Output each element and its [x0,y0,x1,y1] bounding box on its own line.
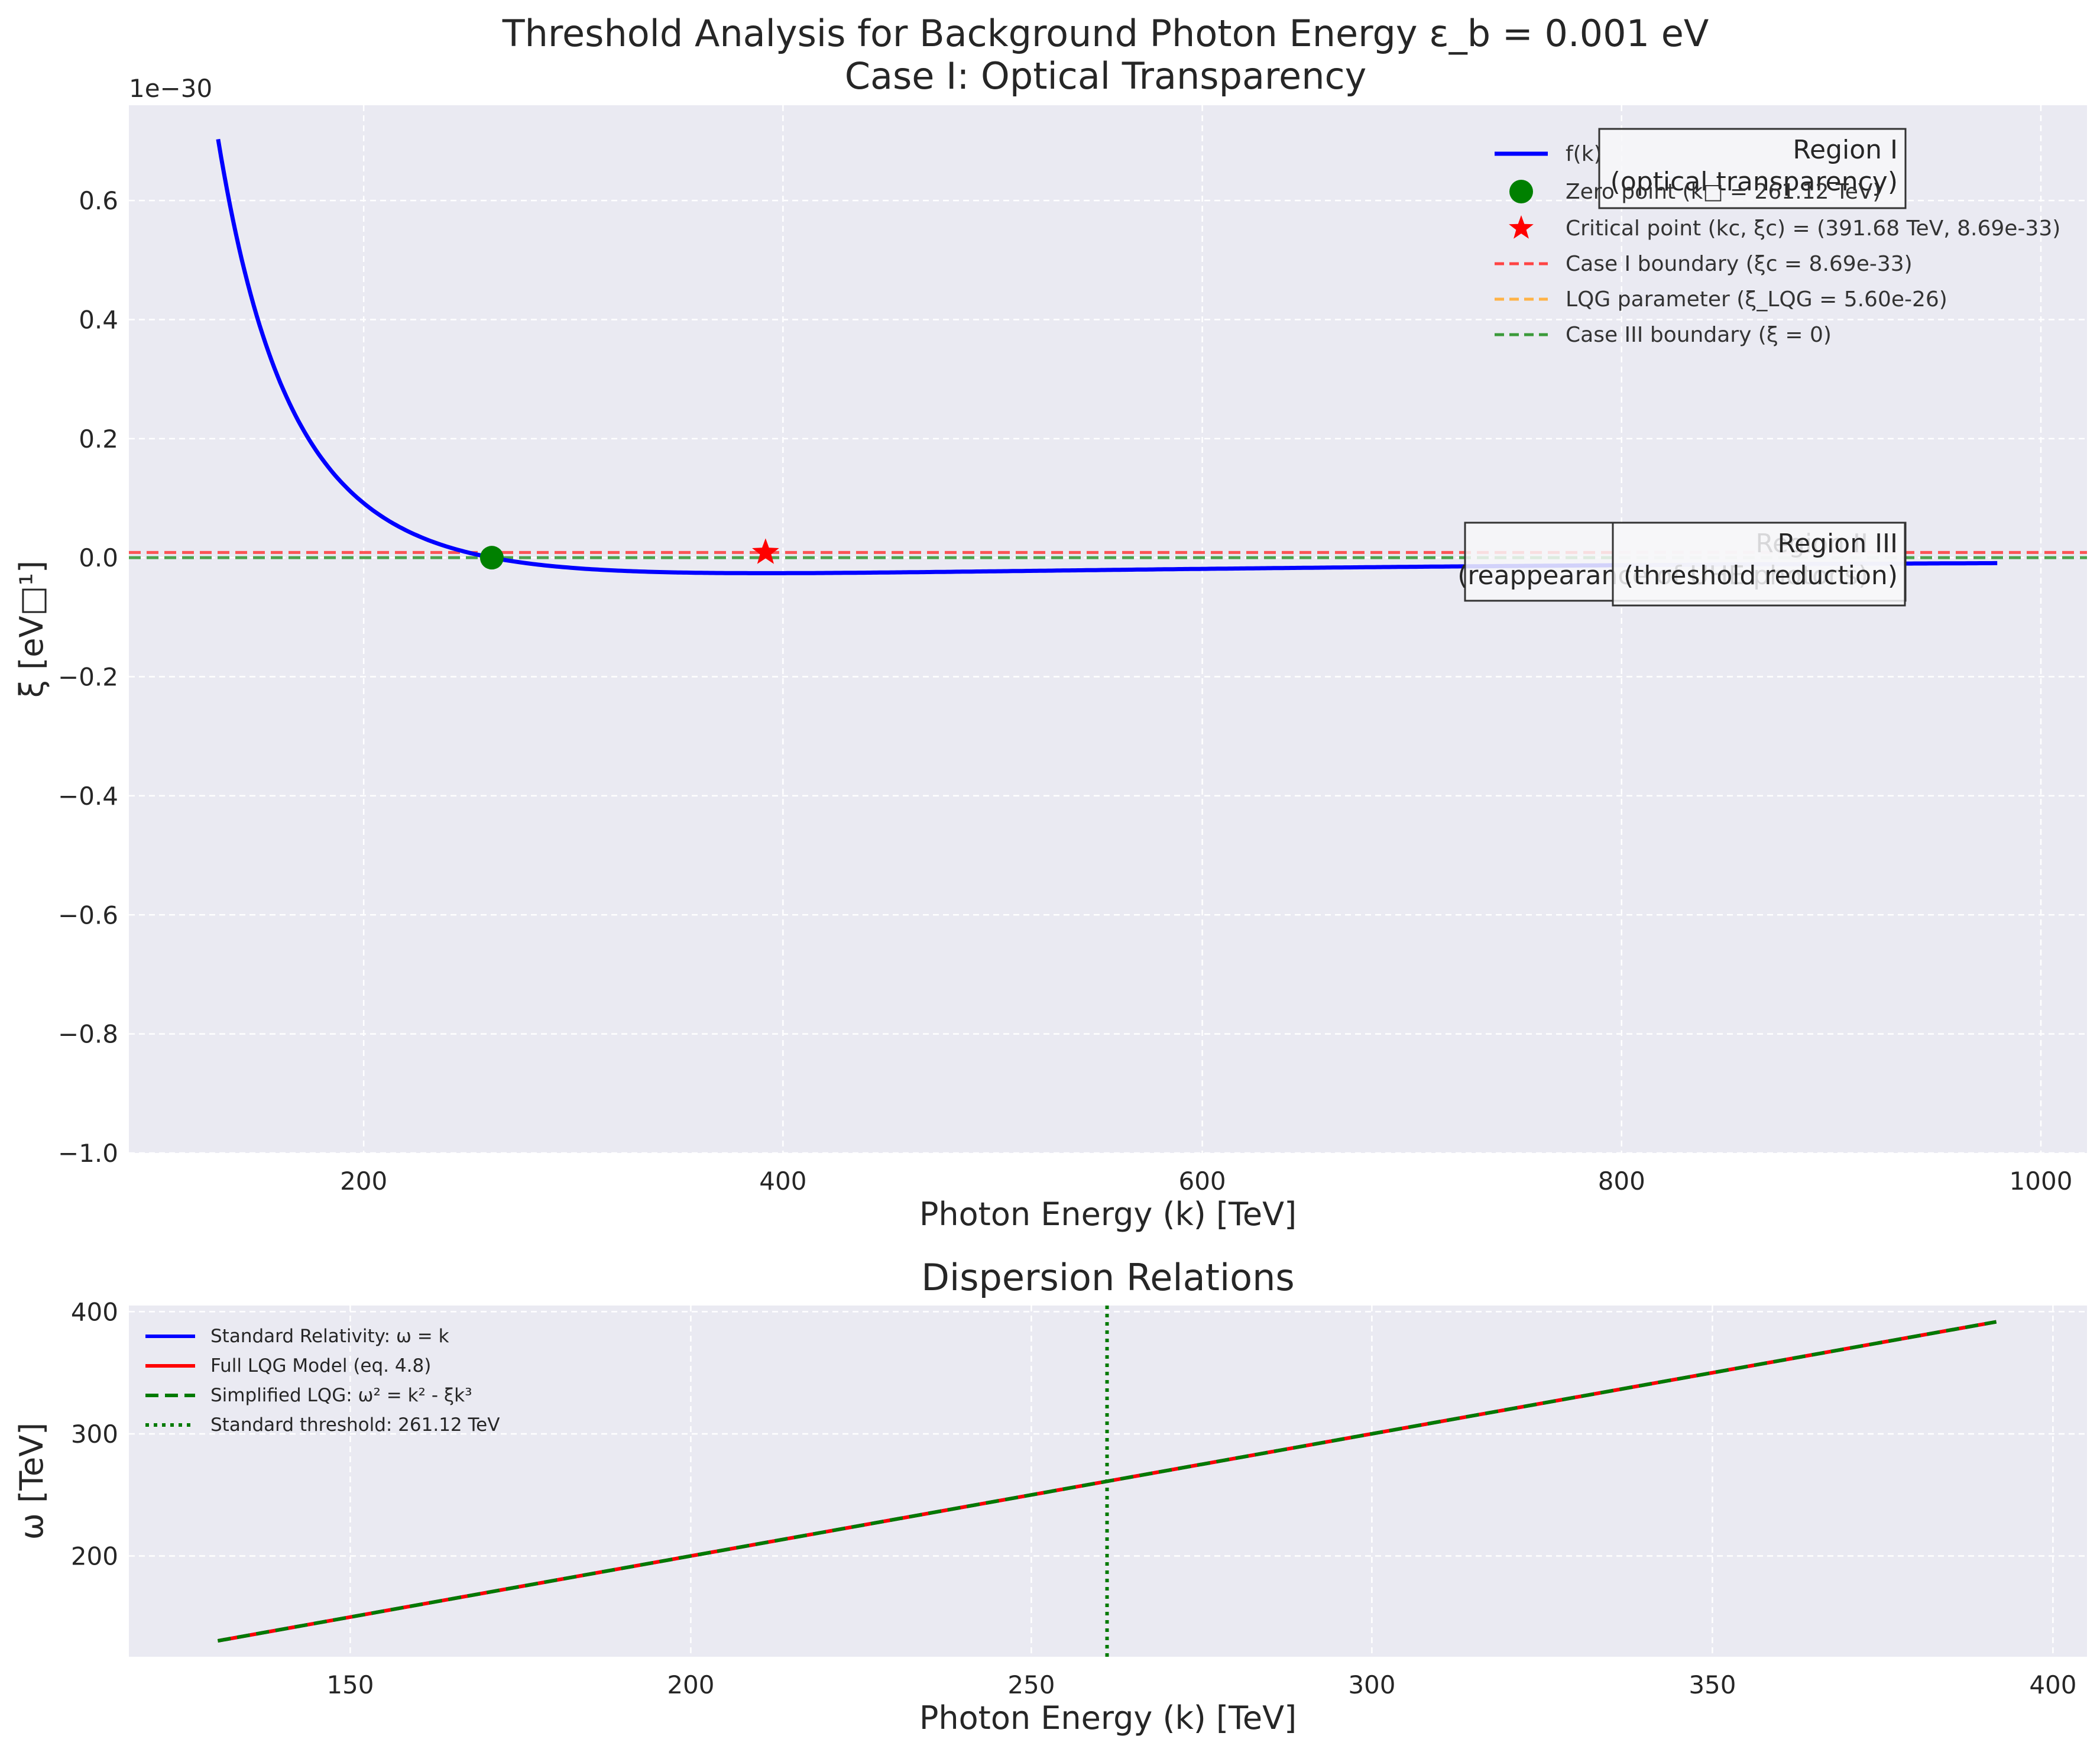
main-y-ticks: −1.0 −0.8 −0.6 −0.4 −0.2 0.0 0.2 0.4 0.6 [58,186,118,1168]
region-annotations: Region II(reappearance of UHE photons)Re… [1457,128,1907,607]
x-tick-label: 300 [1348,1670,1395,1699]
y-tick-label: −0.4 [58,782,118,811]
dispersion-x-ticks: 150 200 250 300 350 400 [326,1670,2076,1699]
main-chart: Threshold Analysis for Background Photon… [13,12,2087,1233]
x-tick-label: 200 [340,1167,387,1196]
dispersion-series [217,1306,1997,1657]
x-tick-label: 1000 [2010,1167,2073,1196]
y-tick-label: 400 [71,1297,118,1326]
legend-label: Case III boundary (ξ = 0) [1566,323,1832,347]
legend-swatch [1509,180,1533,203]
x-tick-label: 350 [1689,1670,1736,1699]
region-annotation-text: Region III [1777,529,1898,559]
legend-label: Full LQG Model (eq. 4.8) [210,1355,431,1376]
y-tick-label: 0.0 [79,543,118,572]
main-chart-title: Threshold Analysis for Background Photon… [502,12,1709,55]
y-tick-label: 0.2 [79,425,118,454]
x-tick-label: 250 [1007,1670,1055,1699]
x-tick-label: 400 [2029,1670,2076,1699]
zero-point-marker [479,546,504,570]
region-annotation-box [1598,128,1907,209]
dispersion-y-ticks: 200 300 400 [71,1297,118,1570]
legend-swatch [1509,215,1534,239]
y-tick-label: 200 [71,1542,118,1571]
legend-label: Critical point (kc, ξc) = (391.68 TeV, 8… [1566,216,2060,241]
region-annotation-box [1612,522,1906,607]
x-tick-label: 150 [326,1670,374,1699]
main-y-offset-label: 1e−30 [129,74,212,103]
legend-label: Simplified LQG: ω² = k² - ξk³ [210,1385,472,1406]
legend-label: Standard threshold: 261.12 TeV [210,1414,500,1436]
x-tick-label: 400 [759,1167,806,1196]
main-legend: f(k) Zero point (k□ = 261.12 TeV) Critical… [1495,142,2060,347]
legend-label: Case I boundary (ξc = 8.69e-33) [1566,252,1913,276]
main-markers [479,538,779,570]
dispersion-y-axis-label: ω [TeV] [13,1423,50,1540]
y-tick-label: −1.0 [58,1139,118,1168]
main-plot-area [129,105,2087,1153]
main-x-ticks: 200 400 600 800 1000 [340,1167,2072,1196]
critical-point-marker [752,538,779,564]
main-x-axis-label: Photon Energy (k) [TeV] [919,1196,1297,1233]
region-annotation-text: (threshold reduction) [1623,561,1898,591]
region-annotation-text: Region I [1793,135,1898,165]
y-tick-label: −0.6 [58,901,118,929]
legend-label: LQG parameter (ξ_LQG = 5.60e-26) [1566,287,1947,312]
y-tick-label: 0.6 [79,186,118,215]
region-annotation-text: (optical transparency) [1610,167,1898,197]
dispersion-chart-title: Dispersion Relations [921,1256,1294,1299]
dispersion-chart: Dispersion Relations Standard Relativity… [13,1256,2087,1737]
x-tick-label: 600 [1178,1167,1226,1196]
x-tick-label: 800 [1598,1167,1645,1196]
x-tick-label: 200 [667,1670,714,1699]
main-chart-subtitle: Case I: Optical Transparency [845,54,1367,98]
y-tick-label: 300 [71,1420,118,1449]
legend-label: Zero point (k□ = 261.12 TeV) [1566,180,1881,204]
dispersion-legend: Standard Relativity: ω = k Full LQG Model… [145,1326,500,1436]
legend-label: Standard Relativity: ω = k [210,1326,449,1347]
y-tick-label: 0.4 [79,305,118,334]
y-tick-label: −0.2 [58,663,118,692]
main-y-axis-label: ξ [eV□¹] [13,561,50,698]
dispersion-x-axis-label: Photon Energy (k) [TeV] [919,1699,1297,1737]
y-tick-label: −0.8 [58,1020,118,1049]
legend-label: f(k) [1566,142,1602,166]
